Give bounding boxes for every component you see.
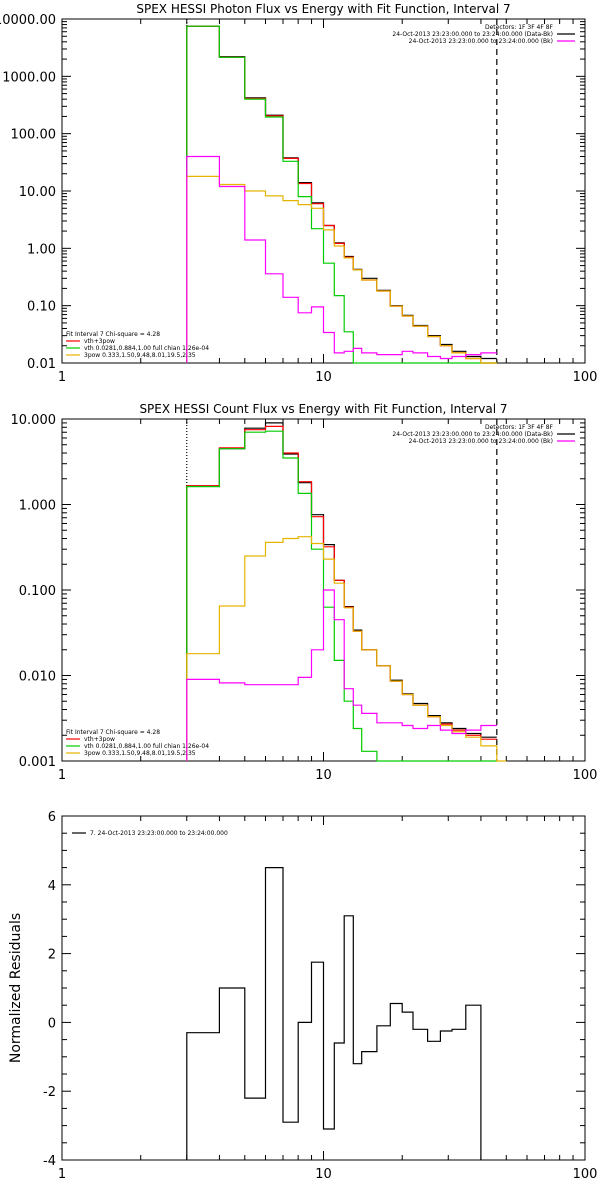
x-tick-label: 10 — [315, 768, 332, 783]
y-tick-label: 0.010 — [19, 670, 56, 685]
series-vth_3pow-line — [186, 25, 497, 364]
y-tick-label: -4 — [43, 1154, 56, 1169]
legend-entry-label: 24-Oct-2013 23:23:00.000 to 23:24:00.000… — [409, 438, 553, 445]
legend-entry-label: 3pow 0.333,1.50,9.48,8.01,19.5,2.35 — [84, 750, 196, 757]
y-tick-label: 100.00 — [11, 128, 57, 143]
legend-entry-label: Detectors: 1F 3F 4F 8F — [485, 424, 554, 431]
y-tick-label: 6 — [48, 810, 56, 825]
legend-entry-label: 3pow 0.333,1.50,9.48,8.01,19.5,2.35 — [84, 352, 196, 359]
legend-entry-label: vth+3pow — [84, 736, 115, 743]
x-tick-label: 10 — [315, 370, 332, 385]
y-tick-label: 0 — [48, 1016, 56, 1031]
legend-entry-label: Detectors: 1F 3F 4F 8F — [485, 24, 554, 31]
x-tick-label: 1 — [58, 370, 66, 385]
series-three_pow-line — [186, 536, 507, 762]
legend-entry-label: vth+3pow — [84, 338, 115, 345]
y-tick-label: -2 — [43, 1085, 56, 1100]
series-residuals-line — [186, 867, 482, 1160]
y-tick-label: 0.001 — [19, 755, 56, 770]
y-tick-label: 1.00 — [27, 242, 56, 257]
y-tick-label: 2 — [48, 948, 56, 963]
series-vth-line — [186, 25, 497, 364]
legend-entry-label: Fit Interval 7 Chi-square = 4.28 — [66, 331, 160, 338]
legend-entry-label: vth 0.0281,0.884,1.00 full chian 1.26e-0… — [84, 743, 209, 750]
y-tick-label: 0.100 — [19, 584, 56, 599]
y-tick-label: 1.000 — [19, 499, 56, 514]
series-vth_3pow-line — [186, 425, 497, 761]
series-data_bk-line — [186, 25, 497, 363]
y-tick-label: 4 — [48, 879, 56, 894]
legend-entry-label: Fit Interval 7 Chi-square = 4.28 — [66, 729, 160, 736]
chart-title: SPEX HESSI Count Flux vs Energy with Fit… — [139, 402, 507, 416]
y-tick-label: 0.01 — [27, 357, 56, 372]
y-tick-label: 10000.00 — [0, 13, 56, 28]
series-vth-line — [186, 430, 497, 762]
x-tick-label: 100 — [573, 768, 598, 783]
legend-entry-label: vth 0.0281,0.884,1.00 full chian 1.26e-0… — [84, 345, 209, 352]
series-bk-line — [186, 589, 497, 761]
y-tick-label: 10.00 — [19, 185, 56, 200]
y-tick-label: 10.000 — [11, 413, 57, 428]
x-tick-label: 1 — [58, 1167, 66, 1182]
y-axis-label: Normalized Residuals — [8, 913, 24, 1063]
x-tick-label: 100 — [573, 1167, 598, 1182]
x-tick-label: 1 — [58, 768, 66, 783]
legend-entry-label: 24-Oct-2013 23:23:00.000 to 23:24:00.000… — [409, 38, 553, 45]
chart-title: SPEX HESSI Photon Flux vs Energy with Fi… — [136, 2, 510, 16]
y-tick-label: 0.10 — [27, 300, 56, 315]
series-bk-line — [186, 155, 497, 363]
x-tick-label: 100 — [573, 370, 598, 385]
legend-entry-label: 24-Oct-2013 23:23:00.000 to 23:24:00.000… — [392, 31, 553, 38]
legend-entry-label: 7. 24-Oct-2013 23:23:00.000 to 23:24:00.… — [90, 830, 228, 837]
legend-entry-label: 24-Oct-2013 23:23:00.000 to 23:24:00.000… — [392, 431, 553, 438]
y-tick-label: 1000.00 — [2, 70, 56, 85]
x-tick-label: 10 — [315, 1167, 332, 1182]
series-data_bk-line — [186, 422, 497, 761]
series-three_pow-line — [186, 175, 497, 364]
